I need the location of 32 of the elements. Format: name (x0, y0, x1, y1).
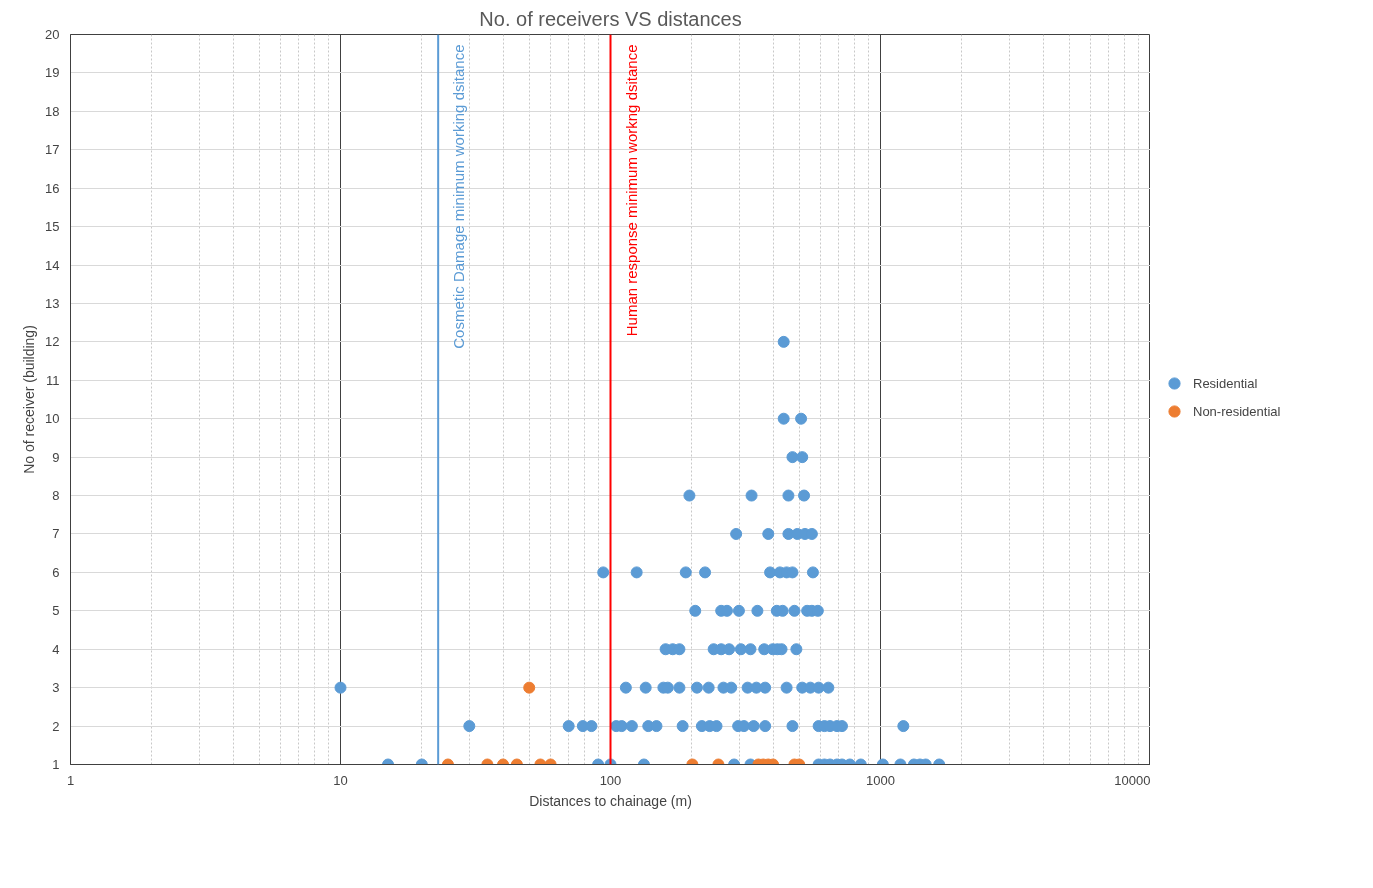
x-tick-label: 1 (66, 772, 75, 788)
y-tick-label: 10 (45, 411, 60, 427)
y-tick-label: 1 (52, 757, 60, 772)
y-tick-label: 2 (52, 718, 60, 734)
y-tick-label: 9 (52, 449, 60, 465)
x-tick-label: 10000 (1114, 772, 1151, 788)
y-tick-label: 4 (52, 641, 60, 657)
legend-label: Residential (1193, 375, 1258, 391)
ref-line-label: Cosmetic Damage minimum working dsitance (450, 44, 468, 349)
y-tick-label: 14 (45, 257, 60, 273)
y-tick-label: 6 (52, 564, 60, 580)
y-axis-title: No of receiver (building) (21, 325, 38, 474)
y-tick-label: 18 (45, 103, 60, 119)
y-tick-label: 15 (45, 219, 60, 235)
y-tick-label: 7 (52, 526, 60, 542)
ref-line-label: Human response minimum workng dsitance (622, 44, 640, 337)
y-tick-label: 11 (46, 372, 60, 388)
y-tick-label: 19 (45, 65, 60, 81)
x-tick-label: 1000 (866, 772, 895, 788)
y-tick-label: 5 (52, 603, 60, 619)
y-tick-label: 16 (45, 180, 60, 196)
y-tick-label: 20 (45, 27, 60, 42)
y-tick-label: 3 (52, 680, 60, 696)
y-tick-label: 12 (45, 334, 60, 350)
y-tick-label: 13 (45, 295, 60, 311)
x-tick-label: 10 (333, 772, 348, 788)
x-tick-label: 100 (599, 772, 622, 788)
y-tick-label: 17 (45, 142, 60, 158)
chart-title: No. of receivers VS distances (479, 7, 742, 30)
x-axis-title: Distances to chainage (m) (529, 792, 692, 809)
legend-label: Non-residential (1193, 403, 1281, 419)
y-tick-label: 8 (52, 488, 60, 504)
